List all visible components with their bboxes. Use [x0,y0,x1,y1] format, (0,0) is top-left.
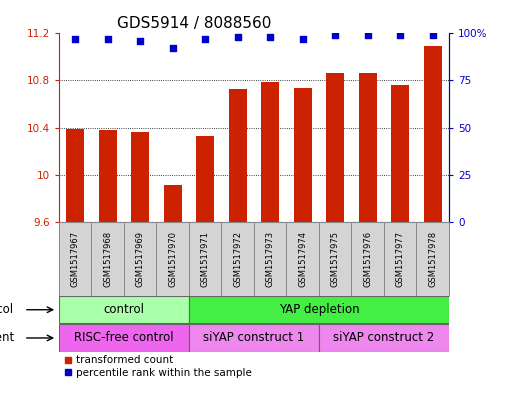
Bar [189,324,319,351]
Bar [156,222,189,296]
Bar [326,73,344,222]
Point [364,32,372,39]
Bar [294,88,311,222]
Text: GSM1517971: GSM1517971 [201,231,210,286]
Text: YAP depletion: YAP depletion [279,303,359,316]
Bar [59,296,189,323]
Text: GSM1517973: GSM1517973 [266,231,274,287]
Point [104,36,112,42]
Bar [131,132,149,222]
Text: control: control [104,303,145,316]
Point [396,32,404,39]
Bar [286,222,319,296]
Point [299,36,307,42]
Text: GSM1517969: GSM1517969 [136,231,145,286]
Point [201,36,209,42]
Bar [91,222,124,296]
Point [71,36,80,42]
Bar [99,130,116,222]
Text: siYAP construct 1: siYAP construct 1 [203,331,305,345]
Bar [319,324,449,351]
Bar [124,222,156,296]
Text: GSM1517972: GSM1517972 [233,231,242,286]
Bar [189,222,222,296]
Text: GSM1517978: GSM1517978 [428,231,437,287]
Point [136,38,144,44]
Point [169,45,177,51]
Bar [222,222,254,296]
Bar [391,85,409,222]
Point [331,32,339,39]
Text: GDS5914 / 8088560: GDS5914 / 8088560 [117,16,272,31]
Bar [66,129,84,222]
Bar [196,136,214,222]
Text: GSM1517977: GSM1517977 [396,231,405,287]
Text: GSM1517976: GSM1517976 [363,231,372,287]
Bar [424,46,442,222]
Bar [229,89,247,222]
Bar [359,73,377,222]
Text: RISC-free control: RISC-free control [74,331,174,345]
Point [233,34,242,40]
Bar [189,296,449,323]
Legend: transformed count, percentile rank within the sample: transformed count, percentile rank withi… [64,355,251,378]
Text: GSM1517975: GSM1517975 [331,231,340,286]
Text: GSM1517968: GSM1517968 [103,231,112,287]
Bar [59,324,189,351]
Bar [351,222,384,296]
Text: GSM1517967: GSM1517967 [71,231,80,287]
Bar [164,185,182,222]
Bar [319,222,351,296]
Text: GSM1517974: GSM1517974 [298,231,307,286]
Bar [59,222,91,296]
Point [428,32,437,39]
Text: agent: agent [0,331,14,345]
Text: GSM1517970: GSM1517970 [168,231,177,286]
Bar [417,222,449,296]
Text: siYAP construct 2: siYAP construct 2 [333,331,435,345]
Point [266,34,274,40]
Text: protocol: protocol [0,303,14,316]
Bar [384,222,417,296]
Bar [261,82,279,222]
Bar [254,222,286,296]
